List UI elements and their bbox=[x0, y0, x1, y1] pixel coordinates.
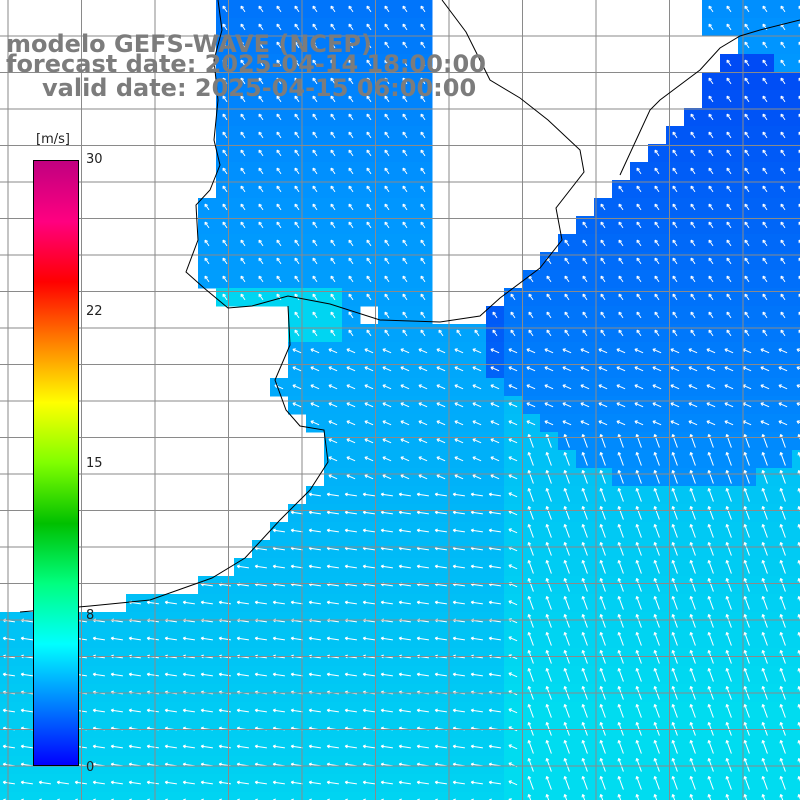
colorbar-unit: [m/s] bbox=[36, 132, 70, 147]
colorbar bbox=[33, 160, 79, 766]
valid-date: valid date: 2025-04-15 06:00:00 bbox=[42, 74, 477, 102]
colorbar-tick-30: 30 bbox=[86, 152, 103, 167]
wind-vectors bbox=[2, 5, 800, 800]
colorbar-tick-15: 15 bbox=[86, 456, 103, 471]
colorbar-tick-22: 22 bbox=[86, 304, 103, 319]
model-title: modelo GEFS-WAVE (NCEP) bbox=[6, 30, 372, 58]
colorbar-tick-0: 0 bbox=[86, 760, 95, 775]
colorbar-tick-8: 8 bbox=[86, 608, 95, 623]
forecast-date: forecast date: 2025-04-14 18:00:00 bbox=[6, 50, 486, 78]
coastline bbox=[19, 0, 800, 613]
